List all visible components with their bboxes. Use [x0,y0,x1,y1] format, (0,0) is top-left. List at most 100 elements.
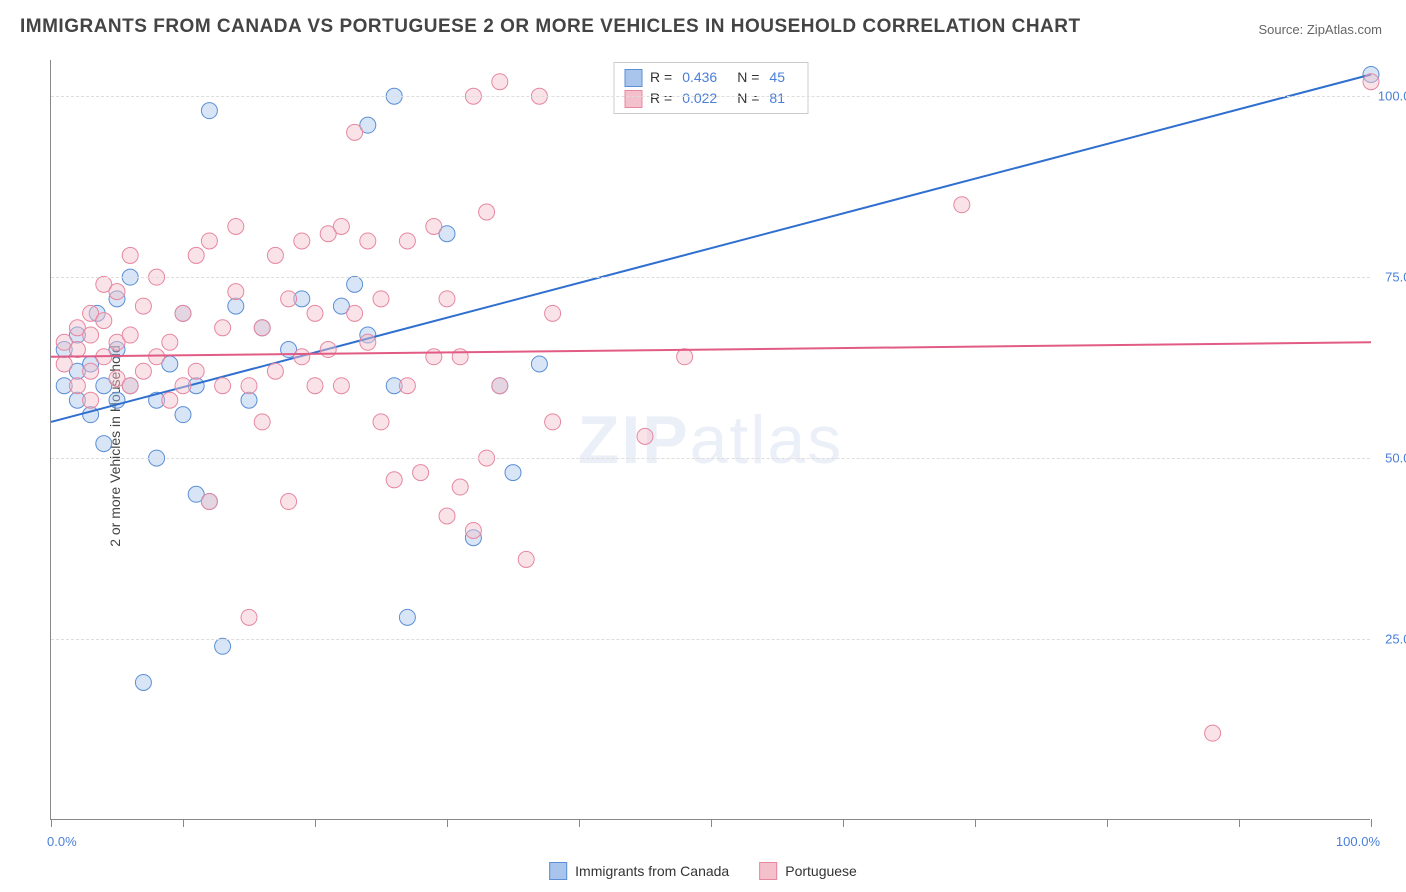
scatter-point [162,392,178,408]
legend-swatch [759,862,777,880]
x-tick [447,819,448,827]
scatter-point [360,334,376,350]
y-tick-label: 50.0% [1385,451,1406,466]
plot-area: ZIPatlas R = 0.436 N = 45 R = 0.022 N = … [50,60,1370,820]
x-tick [579,819,580,827]
legend-item: Immigrants from Canada [549,862,729,880]
scatter-point [333,218,349,234]
scatter-point [347,124,363,140]
scatter-point [399,609,415,625]
x-tick [1239,819,1240,827]
scatter-point [228,284,244,300]
scatter-point [399,233,415,249]
scatter-point [83,392,99,408]
legend-label: Portuguese [785,863,857,879]
scatter-point [347,276,363,292]
legend-stats: R = 0.436 N = 45 R = 0.022 N = 81 [613,62,808,114]
scatter-point [135,363,151,379]
scatter-point [175,407,191,423]
scatter-point [267,363,283,379]
scatter-point [545,414,561,430]
scatter-point [479,204,495,220]
x-axis-max-label: 100.0% [1336,834,1380,849]
trend-line [51,74,1371,421]
scatter-point [241,609,257,625]
gridline [51,639,1370,640]
legend-stats-row: R = 0.436 N = 45 [624,67,797,88]
scatter-point [452,479,468,495]
scatter-point [426,349,442,365]
scatter-point [109,284,125,300]
scatter-point [122,378,138,394]
scatter-point [135,298,151,314]
scatter-point [426,218,442,234]
scatter-point [175,378,191,394]
scatter-point [294,349,310,365]
scatter-point [175,305,191,321]
scatter-point [96,436,112,452]
scatter-point [201,233,217,249]
scatter-point [307,305,323,321]
scatter-point [333,378,349,394]
scatter-point [241,378,257,394]
scatter-point [281,494,297,510]
scatter-point [215,320,231,336]
scatter-point [294,233,310,249]
y-tick-label: 25.0% [1385,632,1406,647]
scatter-point [545,305,561,321]
legend-label: Immigrants from Canada [575,863,729,879]
scatter-point [241,392,257,408]
chart-title: IMMIGRANTS FROM CANADA VS PORTUGUESE 2 O… [20,16,1081,38]
scatter-point [201,103,217,119]
legend-item: Portuguese [759,862,857,880]
scatter-point [56,356,72,372]
stat-n-value: 81 [769,88,785,109]
scatter-point [228,298,244,314]
y-tick-label: 100.0% [1378,89,1406,104]
scatter-point [531,356,547,372]
scatter-point [83,327,99,343]
scatter-point [373,414,389,430]
stat-n-value: 45 [769,67,785,88]
x-tick [1371,819,1372,827]
scatter-point [1363,74,1379,90]
scatter-point [215,378,231,394]
stat-r-label: R = [650,67,672,88]
x-tick [975,819,976,827]
scatter-point [254,414,270,430]
legend-swatch-blue [624,69,642,87]
scatter-point [954,197,970,213]
trend-line [51,342,1371,356]
x-tick [183,819,184,827]
gridline [51,458,1370,459]
stat-n-label: N = [737,88,759,109]
scatter-point [637,428,653,444]
scatter-point [518,551,534,567]
scatter-point [465,522,481,538]
x-tick [51,819,52,827]
scatter-point [452,349,468,365]
scatter-point [228,218,244,234]
scatter-point [201,494,217,510]
x-tick [1107,819,1108,827]
scatter-point [386,472,402,488]
scatter-point [69,342,85,358]
scatter-point [149,349,165,365]
scatter-point [281,291,297,307]
scatter-point [307,378,323,394]
scatter-point [69,378,85,394]
scatter-point [83,363,99,379]
legend-series: Immigrants from Canada Portuguese [549,862,857,880]
scatter-point [122,247,138,263]
scatter-point [492,74,508,90]
gridline [51,96,1370,97]
scatter-point [1205,725,1221,741]
scatter-point [122,327,138,343]
stat-n-label: N = [737,67,759,88]
scatter-point [347,305,363,321]
scatter-point [320,342,336,358]
legend-swatch-pink [624,90,642,108]
legend-stats-row: R = 0.022 N = 81 [624,88,797,109]
scatter-point [96,313,112,329]
x-axis-min-label: 0.0% [47,834,77,849]
